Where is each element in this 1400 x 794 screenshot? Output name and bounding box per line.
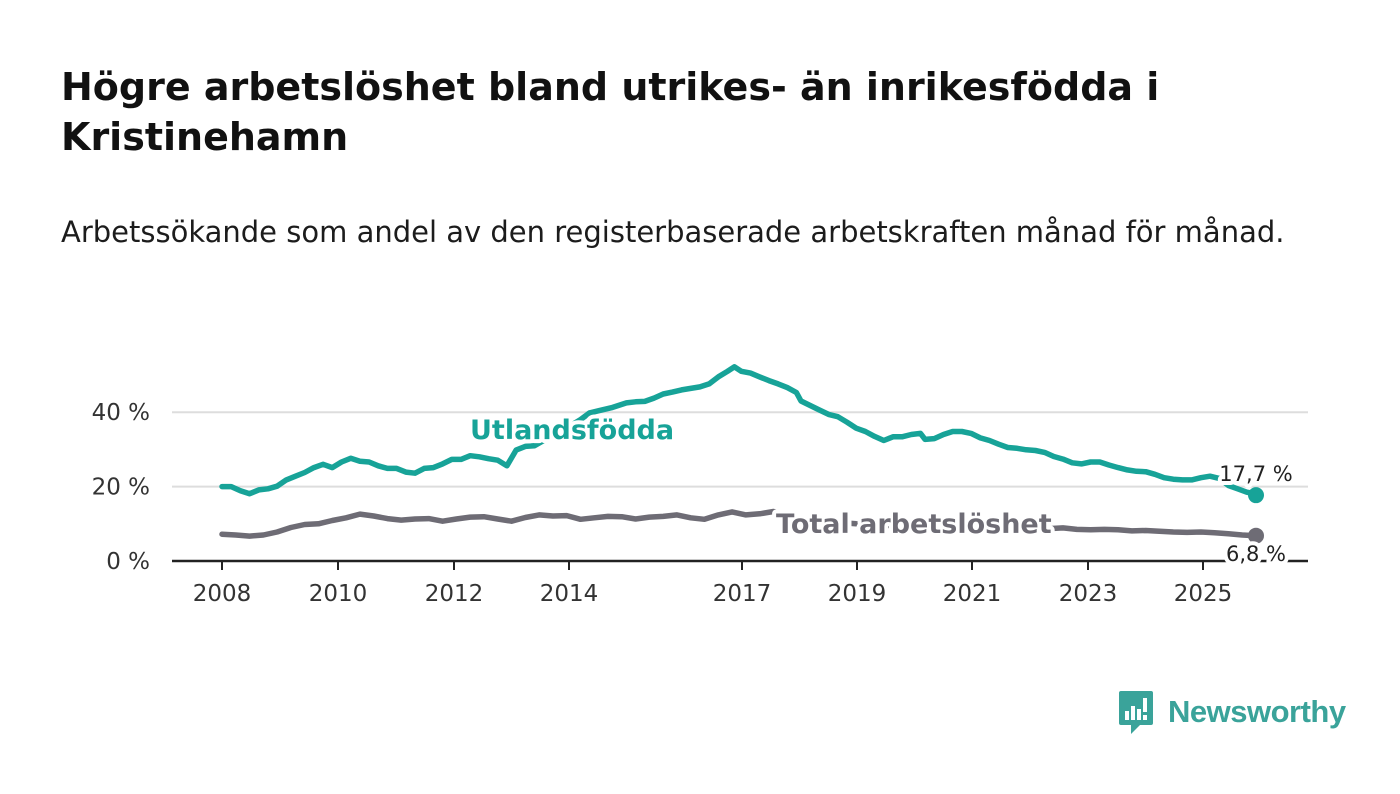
end-point-total	[1248, 527, 1264, 544]
y-tick-label: 0 %	[106, 549, 150, 575]
end-label-utlandsfodda-halo: 17,7 %	[1219, 462, 1292, 486]
x-tick-label: 2010	[309, 581, 368, 607]
x-tick-label: 2025	[1174, 581, 1233, 607]
series-line-total	[219, 508, 1259, 539]
x-tick-label: 2012	[425, 581, 484, 607]
y-tick-label: 40 %	[92, 400, 150, 426]
x-tick-label: 2023	[1059, 581, 1118, 607]
series-label-utlandsfodda-halo: Utlandsfödda	[470, 415, 674, 446]
grid-lines	[172, 411, 1308, 488]
end-label-total-halo: 6,8 %	[1226, 542, 1286, 566]
series-lines	[219, 364, 1264, 544]
x-axis: 2008 2010 2012 2014 2017 2019 2021 2023 2025	[172, 559, 1308, 607]
line-chart: 0 % 20 % 40 % 2008 2010 2012 2014 2017 2019 2021…	[92, 364, 1308, 607]
end-point-utlandsfodda	[1248, 487, 1264, 504]
newsworthy-logo: Newsworthy	[1118, 688, 1346, 736]
series-label-utlandsfodda: Utlandsfödda	[470, 415, 674, 446]
x-tick-label: 2014	[540, 581, 599, 607]
newsworthy-logo-text: Newsworthy	[1168, 694, 1346, 729]
x-tick-label: 2019	[828, 581, 887, 607]
series-line-utlandsfodda	[219, 364, 1259, 497]
x-tick-label: 2008	[193, 581, 252, 607]
x-tick-label: 2021	[943, 581, 1002, 607]
y-axis-ticks: 0 % 20 % 40 %	[92, 400, 150, 575]
newsworthy-logo-icon	[1119, 691, 1153, 734]
series-label-total-halo: Total arbetslöshet	[776, 509, 1052, 540]
end-label-utlandsfodda: 17,7 %	[1219, 462, 1292, 486]
end-label-total: 6,8 %	[1226, 542, 1286, 566]
y-tick-label: 20 %	[92, 475, 150, 501]
chart-subtitle: Arbetssökande som andel av den registerb…	[61, 215, 1285, 249]
chart-title: Högre arbetslöshet bland utrikes- än inr…	[61, 65, 1160, 159]
series-label-total: Total arbetslöshet	[776, 509, 1052, 540]
x-tick-label: 2017	[713, 581, 772, 607]
